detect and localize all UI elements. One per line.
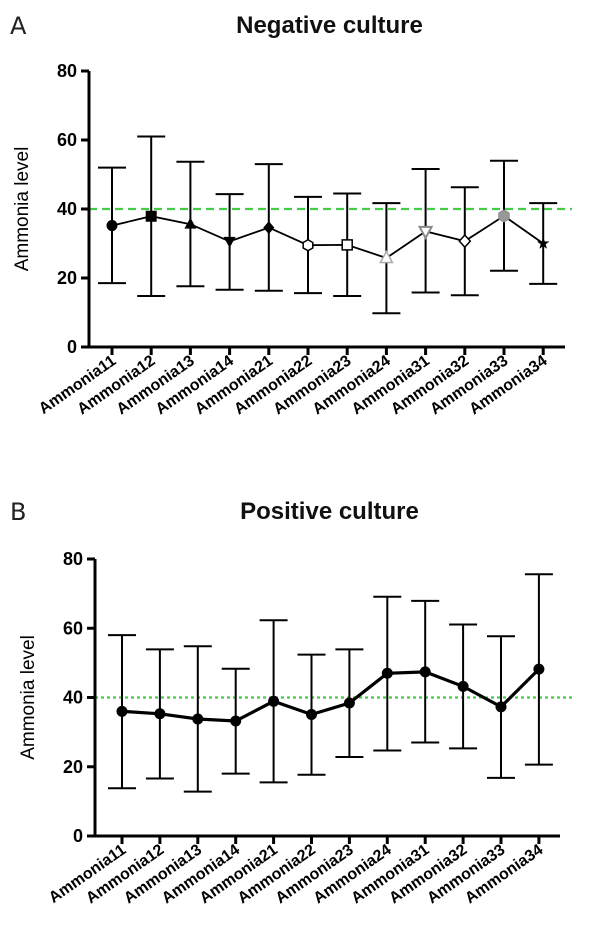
panel-b: B Positive culture Ammonia level 0 20 40 60 8… xyxy=(0,484,589,948)
chart-a-svg: Ammonia level020406080Ammonia11Ammonia12… xyxy=(12,61,572,418)
data-point-1 xyxy=(154,708,166,720)
y-tick-label: 60 xyxy=(63,618,83,638)
data-point-9 xyxy=(457,680,469,692)
y-tick-label: 40 xyxy=(57,199,77,219)
y-tick-label: 0 xyxy=(73,826,83,846)
data-point-7 xyxy=(381,667,393,679)
data-point-2 xyxy=(192,713,204,725)
y-tick-label: 20 xyxy=(57,268,77,288)
data-point-8 xyxy=(419,666,431,678)
data-point-10 xyxy=(495,701,507,713)
y-axis-label: Ammonia level xyxy=(18,635,39,760)
data-point-4 xyxy=(268,695,280,707)
panel-letter: A xyxy=(10,12,27,40)
y-tick-label: 40 xyxy=(63,688,83,708)
data-point-8 xyxy=(417,225,434,241)
data-point-2 xyxy=(184,217,197,229)
data-point-0 xyxy=(106,220,118,232)
data-point-11 xyxy=(533,663,545,675)
data-point-7 xyxy=(379,249,394,264)
data-point-5 xyxy=(306,708,317,720)
series-line xyxy=(121,667,541,723)
y-axis-label: Ammonia level xyxy=(12,147,33,272)
data-point-9 xyxy=(458,233,472,249)
data-point-0 xyxy=(116,705,128,717)
data-point-1 xyxy=(145,210,157,222)
series-markers xyxy=(106,209,550,264)
y-tick-label: 20 xyxy=(63,757,83,777)
chart-b-svg: Ammonia level020406080Ammonia11Ammonia12… xyxy=(18,549,572,907)
data-point-3 xyxy=(223,236,236,248)
data-point-11 xyxy=(537,237,550,249)
y-tick-label: 80 xyxy=(57,61,77,81)
data-point-3 xyxy=(230,715,242,727)
data-point-4 xyxy=(263,221,275,235)
chart-title: Negative culture xyxy=(236,12,423,39)
data-point-6 xyxy=(341,239,353,251)
panel-a: A Negative culture Ammonia level 0 20 40 60 8… xyxy=(10,12,572,418)
series-line xyxy=(111,214,544,259)
y-tick-label: 60 xyxy=(57,130,77,150)
y-tick-label: 0 xyxy=(67,337,77,357)
series-markers xyxy=(116,663,545,727)
panel-letter: B xyxy=(10,498,27,526)
y-tick-label: 80 xyxy=(63,549,83,569)
data-point-6 xyxy=(343,697,355,709)
data-point-10 xyxy=(498,209,510,223)
chart-title: Positive culture xyxy=(240,498,419,525)
data-point-5 xyxy=(302,238,314,252)
